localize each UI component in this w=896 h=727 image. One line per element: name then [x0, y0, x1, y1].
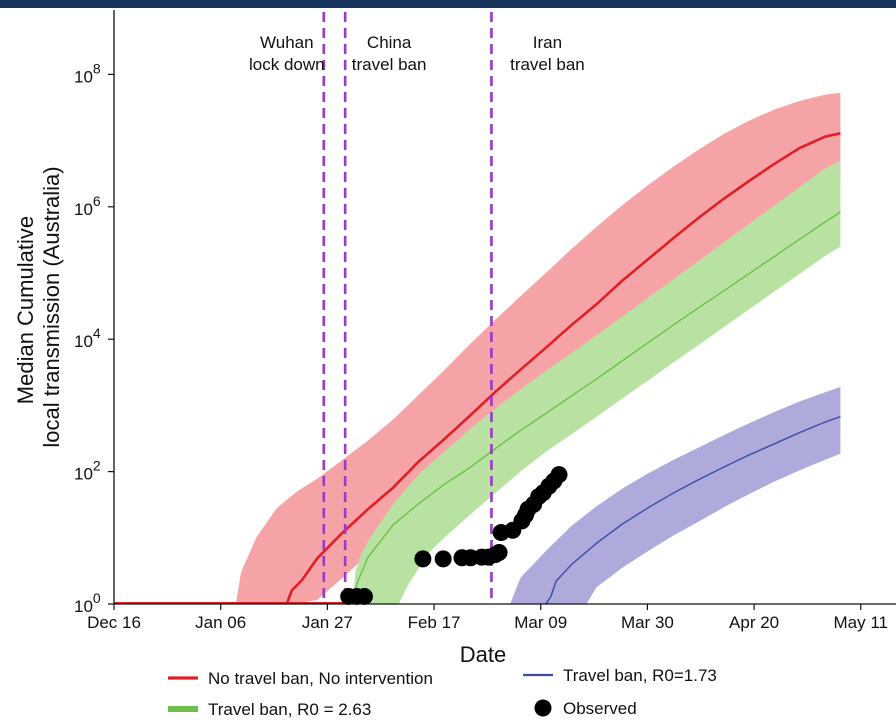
vline-label-0-0: Wuhan: [260, 33, 314, 52]
x-tick-label: Apr 20: [729, 613, 779, 632]
x-tick-label: Jan 27: [302, 613, 353, 632]
observed-point: [434, 550, 452, 568]
y-tick-label: 108: [74, 60, 101, 86]
observed-point: [355, 587, 373, 605]
line-r0-263: [347, 211, 841, 604]
y-axis-title-line-1: Median Cumulative: [13, 216, 38, 404]
x-tick-label: Dec 16: [87, 613, 141, 632]
y-tick-label: 104: [74, 325, 101, 351]
vline-label-1-1: travel ban: [352, 55, 427, 74]
observed-point: [490, 543, 508, 561]
legend: No travel ban, No intervention Travel ban…: [168, 666, 717, 719]
x-tick-label: May 11: [834, 613, 889, 632]
y-axis-ticks: 100 102 104 106 108: [74, 60, 114, 616]
y-axis-title-line-2: local transmission (Australia): [39, 166, 64, 447]
y-axis-title: Median Cumulative local transmission (Au…: [13, 166, 64, 447]
uncertainty-bands: [235, 92, 841, 604]
band-no-intervention: [235, 92, 841, 604]
vline-label-0-1: lock down: [249, 55, 325, 74]
x-tick-label: Mar 09: [514, 613, 567, 632]
observed-point: [550, 466, 568, 484]
intervention-lines: Wuhan lock down China travel ban Iran travel …: [249, 12, 585, 604]
vline-label-1-0: China: [367, 33, 412, 52]
series-lines: [114, 132, 841, 604]
legend-label: Travel ban, R0 = 2.63: [208, 700, 371, 719]
observed-point: [414, 550, 432, 568]
y-tick-label: 100: [74, 590, 101, 616]
legend-label: No travel ban, No intervention: [208, 669, 433, 688]
vline-label-2-1: travel ban: [510, 55, 585, 74]
x-tick-label: Mar 30: [621, 613, 674, 632]
line-no-intervention: [200, 132, 841, 604]
band-r0-263: [352, 160, 841, 604]
legend-label: Observed: [563, 699, 637, 718]
band-r0-173: [510, 386, 841, 604]
line-r0-173: [545, 416, 841, 604]
y-tick-label: 102: [74, 458, 101, 484]
x-tick-label: Feb 17: [408, 613, 461, 632]
x-axis-ticks: Dec 16 Jan 06 Jan 27 Feb 17 Mar 09 Mar 30 Apr …: [87, 604, 888, 632]
vline-label-2-0: Iran: [533, 33, 562, 52]
x-tick-label: Jan 06: [195, 613, 246, 632]
observed-points: [340, 466, 568, 605]
legend-label: Travel ban, R0=1.73: [563, 666, 717, 685]
legend-marker-observed: [534, 699, 552, 717]
y-tick-label: 106: [74, 193, 101, 219]
x-axis-title: Date: [460, 642, 506, 667]
header-bar: [0, 0, 896, 8]
